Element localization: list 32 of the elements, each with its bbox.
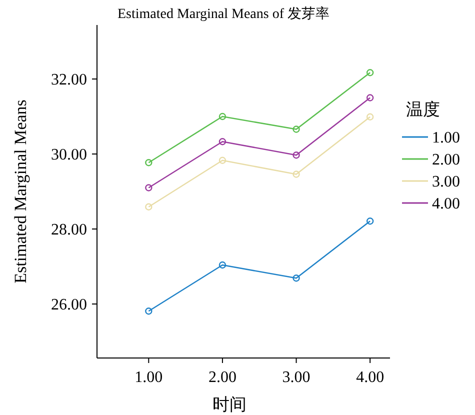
point — [292, 274, 300, 282]
legend-label: 3.00 — [432, 174, 460, 191]
legend-label: 1.00 — [432, 130, 460, 147]
point — [145, 203, 152, 210]
x-tick-label: 4.00 — [356, 369, 384, 386]
point — [145, 184, 152, 192]
x-tick-label: 1.00 — [134, 369, 163, 386]
legend-label: 4.00 — [432, 196, 460, 213]
point — [218, 156, 226, 164]
legend-title: 温度 — [406, 100, 440, 119]
point — [145, 308, 152, 315]
point — [218, 261, 226, 269]
y-tick-label: 32.00 — [51, 72, 87, 89]
chart-title: Estimated Marginal Means of 发芽率 — [117, 6, 330, 22]
point — [292, 126, 300, 133]
point — [218, 112, 226, 120]
y-tick-label: 30.00 — [51, 146, 87, 164]
x-tick-label: 3.00 — [282, 369, 310, 386]
x-tick-label: 2.00 — [208, 369, 236, 386]
y-axis-title: Estimated Marginal Means — [11, 100, 30, 284]
point — [218, 138, 226, 146]
point — [366, 113, 374, 120]
y-tick-label: 26.00 — [51, 296, 87, 314]
point — [366, 218, 374, 225]
point — [366, 69, 374, 76]
point — [292, 170, 300, 178]
x-axis-title: 时间 — [212, 395, 246, 414]
point — [145, 159, 152, 166]
point — [292, 152, 300, 159]
point — [366, 94, 374, 102]
y-tick-label: 28.00 — [51, 222, 87, 239]
legend-label: 2.00 — [432, 152, 460, 169]
